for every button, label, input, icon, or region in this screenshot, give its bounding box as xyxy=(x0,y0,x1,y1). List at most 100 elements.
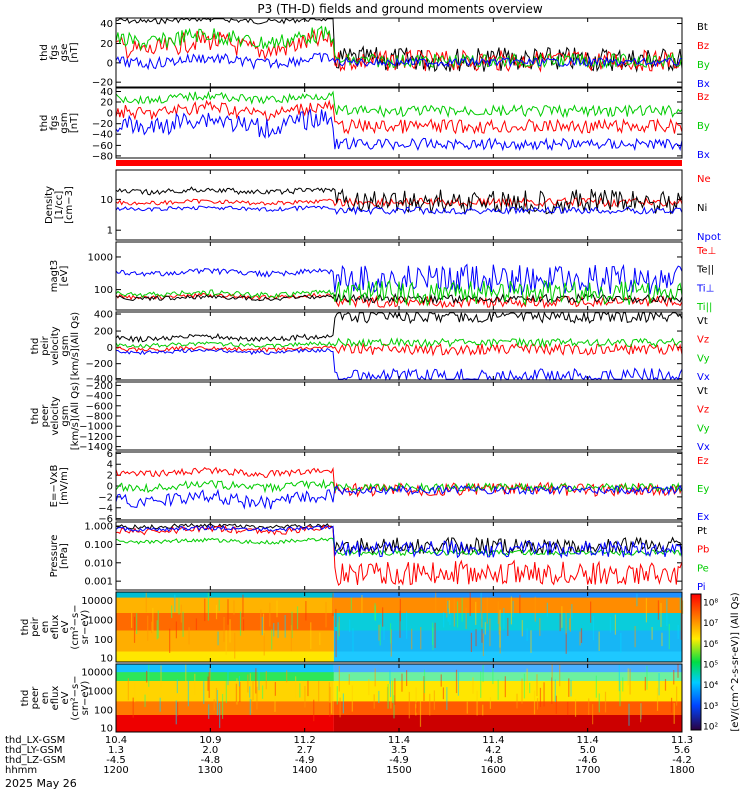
spectrogram-texture xyxy=(415,704,417,716)
spectrogram-texture xyxy=(415,687,417,709)
spectrogram-texture xyxy=(559,613,561,632)
y-tick-label: 4 xyxy=(107,460,113,471)
spectrogram-texture xyxy=(636,593,638,607)
spectrogram-band xyxy=(116,592,334,599)
spectrogram-texture xyxy=(131,612,133,628)
panel-temp: magt3 [eV] 1000 100 Te⊥ Te|| Ti⊥ Ti|| xyxy=(49,241,716,313)
spectrogram-texture xyxy=(446,687,448,710)
spectrogram-texture xyxy=(328,682,330,701)
spectrogram-texture xyxy=(595,675,597,698)
y-tick-label: 0 xyxy=(107,58,113,69)
spectrogram-texture xyxy=(175,621,177,639)
y-tick-label: 1000 xyxy=(88,252,113,263)
legend-entry: Vz xyxy=(697,405,709,416)
spectrogram-texture xyxy=(146,670,148,683)
date-label: 2025 May 26 xyxy=(5,777,77,790)
legend-entry: By xyxy=(697,121,710,132)
spectrogram-texture xyxy=(526,668,528,691)
series-line-Ti|| xyxy=(115,279,683,307)
spectrogram-texture xyxy=(574,699,577,717)
y-axis-label: eV xyxy=(60,620,71,633)
x-tick-label: 1400 xyxy=(292,765,317,776)
y-axis-label: gsm xyxy=(59,112,70,133)
spectrogram-texture xyxy=(329,686,331,704)
spectrogram-texture xyxy=(225,680,227,703)
legend-entry: Ne xyxy=(697,174,711,185)
y-axis-label: magt3 xyxy=(49,260,60,293)
spectrogram-texture xyxy=(440,674,442,687)
spectrogram-texture xyxy=(431,622,434,645)
y-axis-label: thd xyxy=(39,115,50,132)
y-tick-label: −2 xyxy=(98,492,113,503)
x-tick-label: 1700 xyxy=(575,765,600,776)
y-axis-label: E=−VxB xyxy=(49,465,60,508)
spectrogram-texture xyxy=(208,704,210,719)
colorbar-tick: 10³ xyxy=(703,702,718,712)
spectrogram-texture xyxy=(622,677,624,692)
x-tick-label: 1.3 xyxy=(108,745,124,756)
spectrogram-texture xyxy=(570,679,572,697)
y-tick-label: 1000 xyxy=(88,616,113,627)
spectrogram-texture xyxy=(489,618,491,647)
spectrogram-texture xyxy=(239,611,242,636)
y-axis-label: [km/s](All Qs) xyxy=(70,382,81,450)
legend-entry: Ey xyxy=(697,484,709,495)
y-axis-label: gsm xyxy=(60,335,71,356)
colorbar-tick: 10⁶ xyxy=(703,640,718,650)
y-tick-label: 0 xyxy=(107,343,113,354)
colorbar-tick: 10⁸ xyxy=(703,599,718,609)
y-axis-label: sr−eV) xyxy=(80,681,91,716)
spectrogram-texture xyxy=(233,600,235,615)
y-tick-label: −800 xyxy=(86,412,113,423)
x-tick-label: 2.0 xyxy=(202,745,218,756)
spectrogram-texture xyxy=(318,680,320,702)
y-axis-label: eV xyxy=(60,691,71,704)
y-tick-label: 1 xyxy=(107,226,113,237)
y-tick-label: 40 xyxy=(100,87,113,98)
y-tick-label: 0 xyxy=(107,482,113,493)
series-line-Bz xyxy=(115,99,683,135)
spectrogram-texture xyxy=(534,596,536,622)
spectrogram-texture xyxy=(411,628,413,650)
spectrogram-texture xyxy=(389,623,392,644)
spectrogram-texture xyxy=(504,676,506,698)
spectrogram-texture xyxy=(482,633,484,657)
spectrogram-texture xyxy=(374,668,376,687)
legend-entry: Te⊥ xyxy=(696,246,716,257)
y-tick-label: 10000 xyxy=(81,596,113,607)
x-tick-label: -4.9 xyxy=(389,755,409,766)
spectrogram-texture xyxy=(551,664,553,678)
spectrogram-texture xyxy=(194,673,196,696)
spectrogram-band xyxy=(333,664,682,673)
spectrogram-texture xyxy=(274,693,276,712)
spectrogram-texture xyxy=(329,702,331,717)
spectrogram-texture xyxy=(536,698,539,710)
spectrogram-texture xyxy=(579,631,581,646)
y-axis-label: Density xyxy=(44,186,55,224)
y-tick-label: −20 xyxy=(92,119,113,130)
spectrogram-texture xyxy=(408,691,410,719)
spectrogram-texture xyxy=(176,702,179,717)
spectrogram-texture xyxy=(250,699,253,714)
spectrogram-texture xyxy=(352,628,354,653)
spectrogram-texture xyxy=(446,598,448,618)
spectrogram-texture xyxy=(598,631,600,651)
spectrogram-texture xyxy=(144,694,146,707)
spectrogram-texture xyxy=(157,610,159,639)
y-axis-label: thd xyxy=(30,338,41,355)
y-axis-label: [1/cc] xyxy=(54,191,65,220)
spectrogram-texture xyxy=(567,701,569,716)
spectrogram-texture xyxy=(492,668,494,685)
series-line-Npot xyxy=(115,205,683,216)
y-tick-label: 100 xyxy=(94,285,113,296)
spectrogram-texture xyxy=(435,592,437,613)
spectrogram-texture xyxy=(481,610,483,628)
spectrogram-texture xyxy=(664,678,667,691)
y-axis-label: (cm²−s− xyxy=(70,604,81,649)
spectrogram-texture xyxy=(286,670,288,683)
spectrogram-texture xyxy=(339,697,341,718)
spectrogram-texture xyxy=(475,601,477,625)
series-line-Pb xyxy=(115,524,683,587)
spectrogram-texture xyxy=(349,619,351,633)
spectrogram-texture xyxy=(618,664,620,692)
